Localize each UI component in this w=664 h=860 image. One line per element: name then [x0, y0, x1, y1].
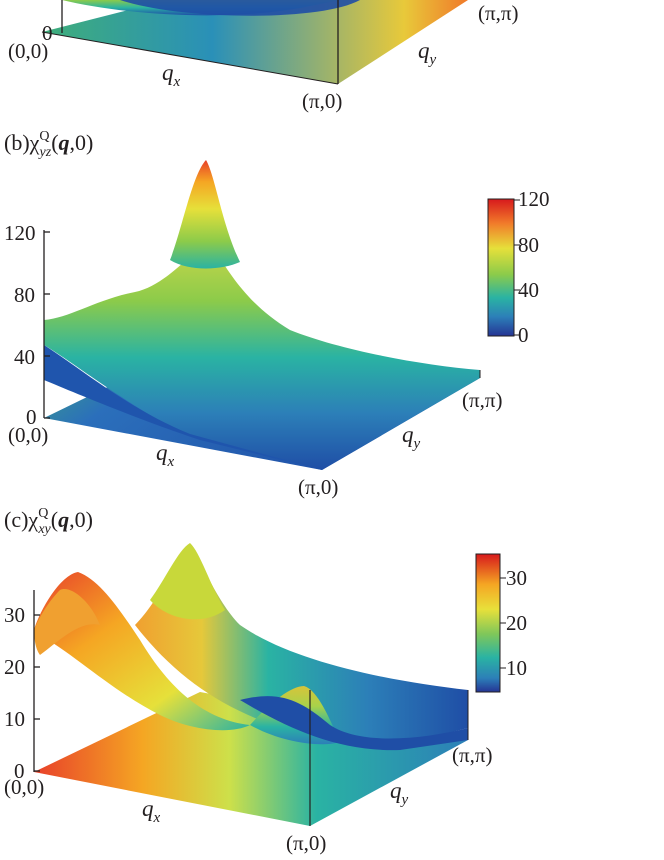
panel-c-plot: [33, 543, 469, 826]
panel-b-corner-xend: (π,0): [298, 475, 338, 499]
panel-a-surface-edge: [120, 0, 360, 16]
panel-b-colorbar-bar: [487, 198, 515, 337]
panel-c-ylabel: qy: [390, 778, 409, 808]
panel-b-colorbar-label-40: 40: [518, 278, 539, 302]
panel-c-colorbar: 30 20 10: [475, 553, 527, 693]
panel-a: 0 (0,0) (π,π) (π,0) qx qy: [8, 0, 518, 113]
panel-c-peak-main: [150, 543, 225, 620]
panel-c-colorbar-label-20: 20: [506, 611, 527, 635]
panel-b-z-tick-120: 120: [4, 221, 36, 245]
panel-c-z-tick-20: 20: [4, 655, 25, 679]
panel-b-ylabel: qy: [402, 422, 421, 452]
panel-b-corner-origin: (0,0): [8, 423, 48, 447]
panel-b-colorbar-label-80: 80: [518, 233, 539, 257]
panel-b-colorbar-label-0: 0: [518, 323, 529, 347]
panel-b-z-tick-40: 40: [14, 345, 35, 369]
panel-b-z-tick-80: 80: [14, 283, 35, 307]
panel-a-edge-front: [41, 31, 339, 85]
panel-b-surface: [44, 244, 480, 470]
panel-c-z-tick-10: 10: [4, 707, 25, 731]
panel-b-plot: [43, 160, 481, 470]
panel-c-corner-far: (π,π): [452, 743, 492, 767]
panel-a-xlabel: qx: [162, 60, 181, 90]
panel-a-corner-origin: (0,0): [8, 39, 48, 63]
panel-a-z-tick-0: 0: [42, 21, 53, 45]
panel-c-title: (c)χQ xy(q,0): [4, 506, 93, 537]
panel-b-xlabel: qx: [156, 440, 175, 470]
panel-c-z-tick-0: 0: [14, 759, 25, 783]
panel-c-surface-sheet: [135, 545, 468, 746]
panel-c-colorbar-label-10: 10: [506, 656, 527, 680]
panel-b-colorbar: 120 80 40 0: [487, 187, 550, 347]
panel-c-colorbar-bar: [475, 553, 501, 693]
panel-b-z-tick-0: 0: [26, 405, 37, 429]
panel-c-corner-xend: (π,0): [286, 831, 326, 855]
panel-c-corner-origin: (0,0): [4, 775, 44, 799]
panel-a-corner-xend: (π,0): [302, 89, 342, 113]
panel-c-valley: [240, 696, 468, 751]
panel-b-peak: [170, 160, 240, 269]
panel-a-ylabel: qy: [418, 38, 437, 68]
panel-c-ridge-back: [34, 589, 100, 655]
panel-b-colorbar-label-120: 120: [518, 187, 550, 211]
panel-b-corner-far: (π,π): [462, 388, 502, 412]
panel-b: (b)χQ yz(q,0) 120 80 40 0 (0,0) (π,π) (π,…: [4, 129, 550, 499]
panel-c-colorbar-label-30: 30: [506, 566, 527, 590]
panel-c: (c)χQ xy(q,0) 30 20 10 0 (0,0) (π,π) (π,0…: [4, 506, 527, 855]
panel-a-corner-far: (π,π): [478, 1, 518, 25]
panel-c-z-tick-30: 30: [4, 603, 25, 627]
panel-a-floor: [42, 0, 468, 84]
panel-c-xlabel: qx: [142, 796, 161, 826]
panel-b-title: (b)χQ yz(q,0): [4, 129, 93, 160]
panel-a-plot: [41, 0, 468, 85]
